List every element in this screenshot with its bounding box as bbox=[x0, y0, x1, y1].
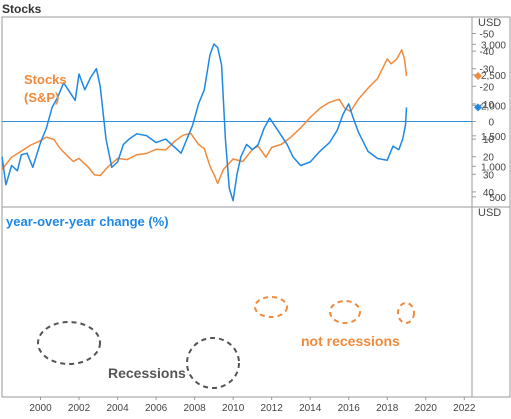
yoy-change-line bbox=[1, 43, 408, 202]
x-tick-label: 2008 bbox=[183, 403, 206, 414]
series-labels: Stocks (S&P) year-over-year change (%) bbox=[6, 72, 169, 229]
panel-frames bbox=[1, 16, 511, 398]
yoy-last-value-marker bbox=[474, 103, 482, 112]
top-y-tick-label: 3,000 bbox=[481, 40, 506, 51]
bottom-y-tick-label: -20 bbox=[480, 82, 495, 93]
bottom-y-tick-label: 10 bbox=[483, 135, 495, 146]
bottom-y-tick-label: 20 bbox=[483, 153, 495, 164]
top-y-tick-label: 2,000 bbox=[481, 101, 506, 112]
bottom-y-tick-label: 40 bbox=[483, 188, 495, 199]
axes: USD USD 500 1,000 1,500 2,000 2,500 3,000-50 -40… bbox=[29, 17, 506, 414]
top-y-tick-label: 1,500 bbox=[481, 132, 506, 143]
top-y-tick-label: 500 bbox=[489, 193, 506, 204]
bottom-y-tick-label: -40 bbox=[480, 47, 495, 58]
x-tick-label: 2020 bbox=[415, 403, 438, 414]
annotations: Recessions not recessions bbox=[37, 296, 415, 389]
recession-circle bbox=[37, 321, 101, 365]
x-tick-label: 2012 bbox=[261, 403, 284, 414]
bottom-y-tick-label: -30 bbox=[480, 65, 495, 76]
x-tick-label: 2004 bbox=[106, 403, 129, 414]
top-y-tick-label: 2,500 bbox=[481, 71, 506, 82]
stocks-series-label: (S&P) bbox=[24, 90, 59, 105]
x-tick-label: 2010 bbox=[222, 403, 245, 414]
recessions-annotation: Recessions bbox=[108, 365, 186, 381]
x-tick-label: 2000 bbox=[29, 403, 52, 414]
x-tick-label: 2006 bbox=[145, 403, 168, 414]
x-tick-label: 2016 bbox=[338, 403, 361, 414]
not-recessions-annotation: not recessions bbox=[301, 333, 400, 349]
bottom-y-tick-label: 0 bbox=[488, 118, 494, 129]
non-recession-circle bbox=[397, 302, 415, 324]
stocks-last-value-marker bbox=[474, 72, 482, 81]
x-tick-label: 2002 bbox=[68, 403, 91, 414]
yoy-series-label: year-over-year change (%) bbox=[6, 214, 169, 229]
bottom-y-tick-label: 30 bbox=[483, 170, 495, 181]
non-recession-circle bbox=[254, 296, 288, 318]
x-tick-label: 2022 bbox=[453, 403, 476, 414]
bottom-panel-frame bbox=[1, 206, 511, 398]
recession-circle bbox=[186, 337, 240, 389]
x-tick-label: 2014 bbox=[299, 403, 322, 414]
x-tick-label: 2018 bbox=[376, 403, 399, 414]
chart-title: Stocks bbox=[2, 2, 42, 16]
bottom-y-tick-label: -50 bbox=[480, 30, 495, 41]
series-lines bbox=[1, 43, 482, 202]
top-y-tick-label: 1,000 bbox=[481, 162, 506, 173]
stocks-line bbox=[1, 49, 408, 185]
bottom-y-tick-label: -10 bbox=[480, 100, 495, 111]
stocks-series-label: Stocks bbox=[24, 72, 67, 87]
top-unit-label: USD bbox=[478, 17, 501, 29]
bottom-unit-label: USD bbox=[478, 207, 501, 219]
non-recession-circle bbox=[329, 300, 361, 324]
